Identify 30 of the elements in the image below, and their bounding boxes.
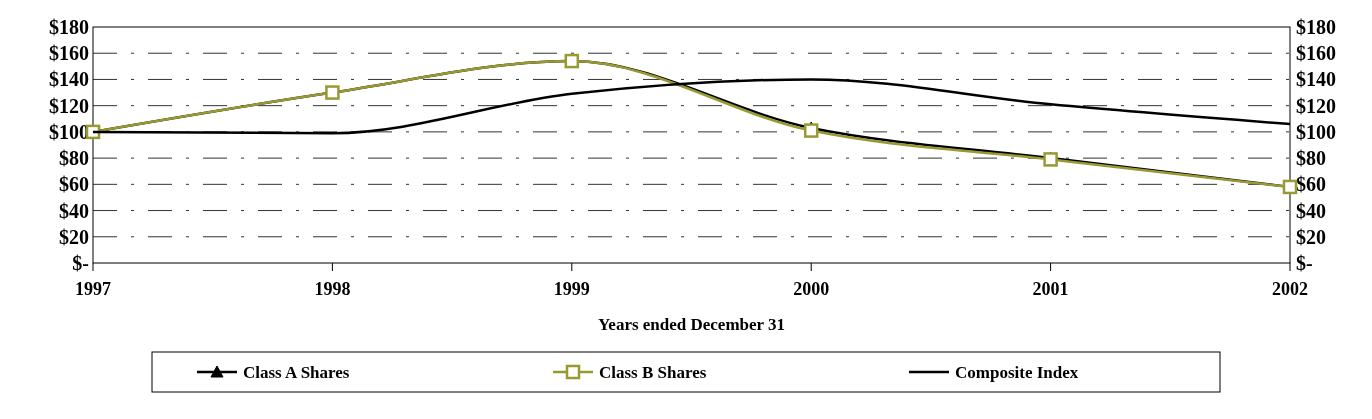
y2-tick-label: $40	[1296, 199, 1326, 222]
y-tick-label: $160	[49, 42, 89, 65]
legend-label: Class A Shares	[243, 362, 350, 382]
x-tick-label: 2000	[793, 279, 830, 299]
legend-label: Class B Shares	[599, 362, 707, 382]
x-tick-label: 1997	[75, 279, 111, 299]
y-tick-label: $40	[59, 199, 89, 222]
y-tick-label: $20	[59, 225, 89, 248]
x-axis-title: Years ended December 31	[597, 315, 786, 334]
y2-tick-label: $160	[1296, 42, 1336, 65]
y2-tick-label: $80	[1296, 147, 1326, 170]
point	[803, 123, 819, 138]
y-tick-label: $-	[72, 252, 89, 274]
y-tick-label: $80	[59, 147, 89, 170]
y-tick-label: $140	[49, 68, 89, 91]
y2-tick-label: $60	[1296, 173, 1326, 196]
y-tick-label: $180	[49, 16, 89, 38]
y2-tick-label: $120	[1296, 94, 1336, 117]
y2-tick-label: $20	[1296, 225, 1326, 248]
y2-tick-label: $140	[1296, 68, 1336, 91]
y2-tick-label: $100	[1296, 120, 1336, 143]
y-tick-label: $120	[49, 94, 89, 117]
y2-tick-label: $-	[1296, 252, 1313, 274]
legend-label: Composite Index	[955, 362, 1079, 382]
x-tick-label: 2002	[1272, 279, 1308, 299]
x-tick-label: 1999	[553, 279, 590, 299]
x-tick-label: 2001	[1032, 279, 1069, 299]
y-tick-label: $60	[59, 173, 89, 196]
y2-tick-label: $180	[1296, 16, 1336, 38]
x-tick-label: 1998	[314, 279, 351, 299]
